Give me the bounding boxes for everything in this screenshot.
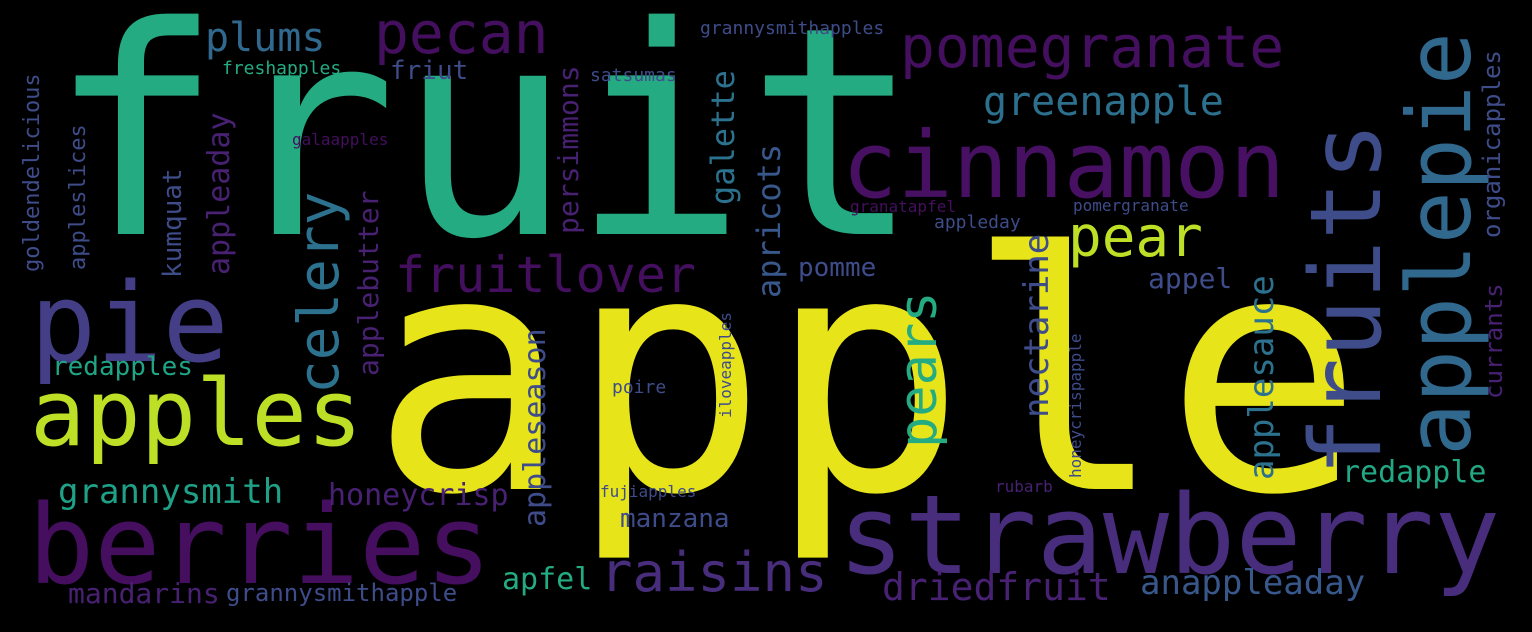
word-pomergranate: pomergranate — [1073, 196, 1189, 215]
word-currants: currants — [1480, 283, 1508, 399]
word-honeycrispapple: honeycrispapple — [1066, 333, 1085, 479]
word-goldendelicious: goldendelicious — [20, 73, 45, 272]
word-apricots: apricots — [750, 143, 788, 298]
word-appleslices: appleslices — [66, 124, 91, 270]
word-celery: celery — [287, 191, 352, 394]
word-fruit: fruit — [48, 0, 921, 303]
word-strawberry: strawberry — [838, 471, 1501, 599]
word-galaapples: galaapples — [292, 130, 389, 149]
word-freshapples: freshapples — [222, 58, 342, 79]
word-pomme: pomme — [798, 253, 877, 283]
word-appleseason: appleseason — [518, 328, 553, 527]
word-kumquat: kumquat — [158, 168, 188, 278]
word-friut: friut — [390, 56, 469, 86]
word-granatapfel: granatapfel — [850, 197, 956, 216]
word-nectarine: nectarine — [1017, 233, 1057, 418]
word-grannysmith: grannysmith — [58, 472, 284, 512]
word-pears: pears — [889, 291, 949, 448]
word-redapple: redapple — [1342, 455, 1487, 490]
word-apple: apple — [370, 183, 1364, 567]
word-apfel: apfel — [502, 562, 593, 597]
word-apples: apples — [30, 360, 363, 467]
word-fruits: fruits — [1290, 121, 1404, 476]
word-raisins: raisins — [600, 541, 828, 604]
word-appleday: appleday — [934, 212, 1021, 233]
word-appel: appel — [1148, 262, 1233, 295]
word-pecan: pecan — [374, 0, 549, 67]
word-driedfruit: driedfruit — [882, 565, 1111, 609]
word-grannysmithapples: grannysmithapples — [700, 18, 885, 39]
word-rubarb: rubarb — [995, 477, 1053, 496]
word-greenapple: greenapple — [983, 79, 1224, 125]
word-pomegranate: pomegranate — [900, 13, 1285, 81]
word-organicapples: organicapples — [1478, 50, 1506, 238]
word-pie: pie — [30, 259, 229, 387]
word-iloveapples: iloveapples — [716, 312, 735, 418]
word-grannysmithapple: grannysmithapple — [226, 579, 458, 607]
word-applesauce: applesauce — [1242, 275, 1282, 480]
word-fruitlover: fruitlover — [395, 246, 697, 304]
word-persimmons: persimmons — [552, 65, 585, 234]
word-berries: berries — [28, 481, 492, 609]
word-appleaday: appleaday — [202, 112, 237, 275]
word-mandarins: mandarins — [68, 577, 220, 610]
word-satsumas: satsumas — [590, 65, 677, 86]
word-pear: pear — [1068, 205, 1203, 270]
word-anappleaday: anappleaday — [1140, 563, 1366, 603]
word-redapples: redapples — [52, 352, 193, 382]
word-manzana: manzana — [620, 504, 730, 534]
word-poire: poire — [612, 377, 667, 398]
word-galette: galette — [704, 70, 742, 205]
word-plums: plums — [205, 15, 326, 61]
word-applepie: applepie — [1388, 32, 1491, 456]
word-honeycrisp: honeycrisp — [328, 478, 509, 513]
word-cinnamon: cinnamon — [842, 112, 1286, 219]
word-applebutter: applebutter — [352, 190, 385, 376]
word-fujiapples: fujiapples — [600, 482, 697, 501]
